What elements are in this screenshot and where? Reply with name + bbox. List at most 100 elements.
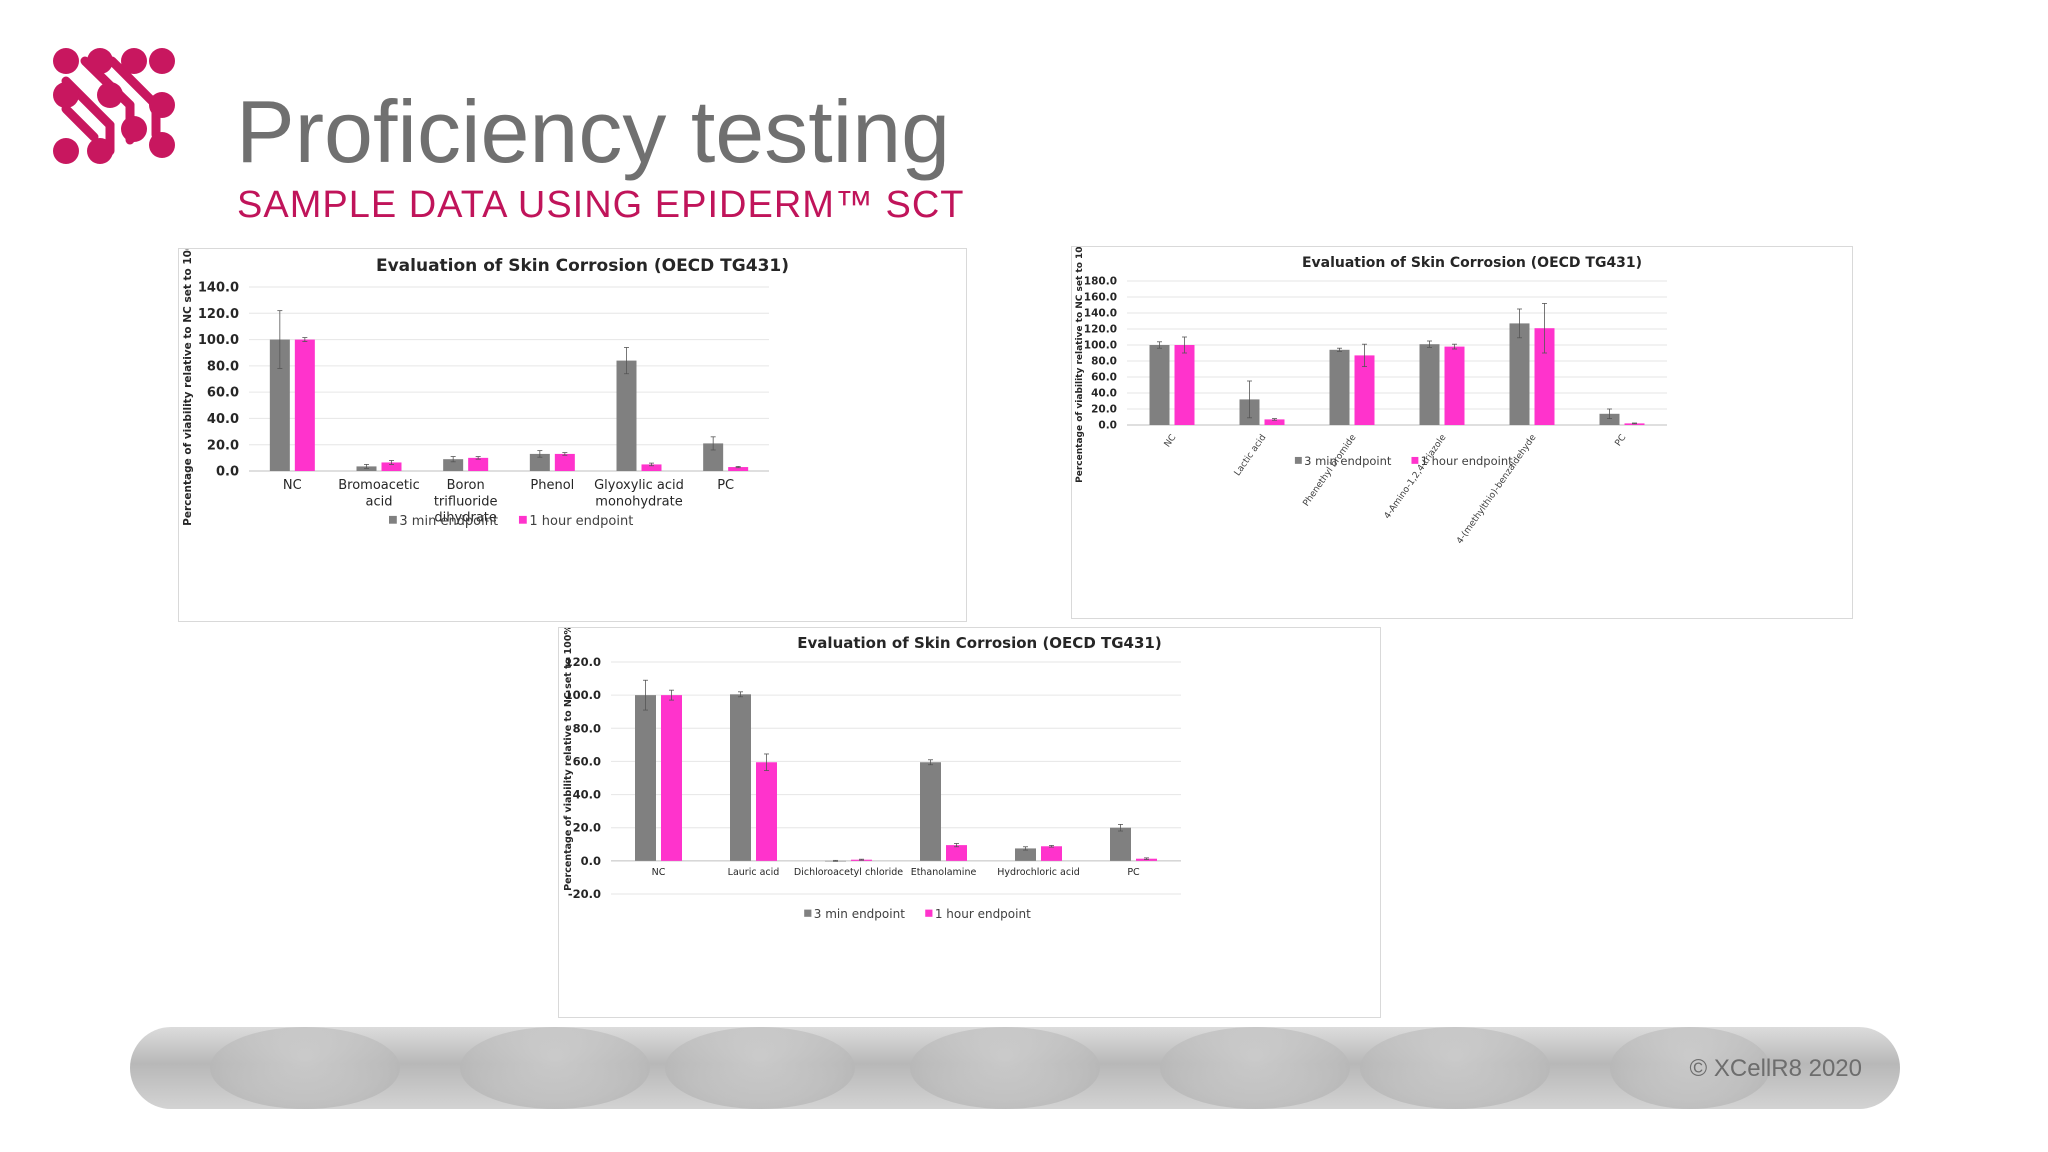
legend-swatch [518,515,527,524]
legend-label: 3 min endpoint [1304,454,1392,468]
y-tick-label: 20.0 [207,438,239,453]
footer-decoration [1360,1027,1550,1109]
bar [1444,346,1465,425]
chart-title: Evaluation of Skin Corrosion (OECD TG431… [797,634,1161,652]
molecule-dots-logo-icon [53,48,175,164]
footer-decoration [910,1027,1100,1109]
footer-decoration [1610,1027,1770,1109]
y-tick-label: 60.0 [573,754,601,768]
y-tick-label: 100.0 [1084,340,1117,352]
chart-panel-1: Evaluation of Skin Corrosion (OECD TG431… [178,248,967,622]
y-tick-label: -20.0 [568,887,601,901]
y-axis-label: Percentage of viability relative to NC s… [1075,247,1085,483]
y-tick-label: 120.0 [1084,324,1117,336]
bar [1534,328,1555,425]
y-tick-label: 140.0 [1084,308,1117,320]
y-tick-label: 120.0 [565,655,601,669]
x-tick-label: PC [1614,433,1629,448]
footer-decoration [1160,1027,1350,1109]
bar [1174,345,1195,425]
bar [443,459,464,471]
page-subtitle: SAMPLE DATA USING EPIDERM™ SCT [237,184,965,226]
bar [1110,827,1131,861]
bar [1624,423,1645,425]
y-tick-label: 100.0 [565,688,601,702]
chart-title: Evaluation of Skin Corrosion (OECD TG431… [1302,255,1642,271]
footer-band: © XCellR8 2020 [130,1027,1900,1109]
copyright-text: © XCellR8 2020 [1689,1055,1862,1082]
bar [1599,413,1620,425]
y-tick-label: 0.0 [216,465,239,480]
bar [381,462,402,471]
legend-swatch [389,515,397,524]
x-tick-label: Lauric acid [728,867,780,878]
chart-title: Evaluation of Skin Corrosion (OECD TG431… [376,256,789,276]
legend-label: 1 hour endpoint [529,514,633,529]
legend-swatch [925,909,933,917]
x-tick-label: Ethanolamine [911,867,977,878]
bar [641,464,662,471]
bar [1015,848,1036,861]
footer-decoration [665,1027,855,1109]
y-tick-label: 80.0 [573,721,601,735]
x-tick-label: Phenethyl bromide [1301,433,1358,509]
y-tick-label: 60.0 [1091,372,1117,384]
y-axis-label: Percentage of viability relative to NC s… [563,628,574,891]
y-tick-label: 120.0 [198,307,239,322]
footer-decoration [210,1027,400,1109]
bar [1354,355,1375,425]
y-tick-label: 20.0 [573,821,601,835]
y-axis-label: Percentage of viability relative to NC s… [182,249,194,526]
page-title: Proficiency testing [236,82,951,181]
y-tick-label: 40.0 [573,788,601,802]
y-tick-label: 0.0 [1098,420,1117,432]
legend-swatch [1411,456,1419,464]
bar [1329,349,1350,425]
bar [635,695,656,861]
bar [661,695,682,861]
bar [1264,419,1285,425]
x-tick-label: Dichloroacetyl chloride [794,867,903,878]
y-tick-label: 100.0 [198,333,239,348]
x-tick-label: NC [283,478,302,493]
legend-swatch [1294,456,1302,464]
y-tick-label: 80.0 [207,359,239,374]
bar [269,339,290,471]
x-tick-label: 4-(methylthio)-benzaldehyde [1455,433,1539,546]
x-tick-label: Boron trifluoride dihydrate [434,478,498,526]
chart-3: Evaluation of Skin Corrosion (OECD TG431… [563,628,1181,921]
y-tick-label: 180.0 [1084,276,1117,288]
bar [703,443,724,471]
y-tick-label: 80.0 [1091,356,1117,368]
legend-label: 1 hour endpoint [1421,454,1513,468]
x-tick-label: Glyoxylic acid monohydrate [594,478,684,509]
bar [1419,344,1440,425]
y-tick-label: 0.0 [581,854,601,868]
legend-label: 3 min endpoint [814,907,905,921]
y-tick-label: 60.0 [207,386,239,401]
bar [946,845,967,861]
bar [730,694,751,861]
x-tick-label: Hydrochloric acid [997,867,1080,878]
x-tick-label: 4-Amino-1,2,4-triazole [1383,433,1449,521]
x-tick-label: Bromoacetic acid [338,478,420,509]
bar [1149,345,1170,425]
y-tick-label: 20.0 [1091,404,1117,416]
x-tick-label: NC [1163,433,1179,449]
bar [728,467,749,471]
bar [554,453,575,471]
chart-panel-2: Evaluation of Skin Corrosion (OECD TG431… [1071,246,1853,619]
bar [1041,846,1062,861]
chart-2: Evaluation of Skin Corrosion (OECD TG431… [1075,247,1667,546]
bar [616,360,637,471]
x-tick-label: PC [717,478,734,493]
legend-label: 1 hour endpoint [935,907,1031,921]
bar [294,339,315,471]
y-tick-label: 40.0 [1091,388,1117,400]
x-tick-label: Lactic acid [1233,433,1269,478]
y-tick-label: 160.0 [1084,292,1117,304]
legend-swatch [804,909,812,917]
legend-label: 3 min endpoint [399,514,498,529]
bar [756,762,777,861]
chart-1: Evaluation of Skin Corrosion (OECD TG431… [182,249,789,529]
